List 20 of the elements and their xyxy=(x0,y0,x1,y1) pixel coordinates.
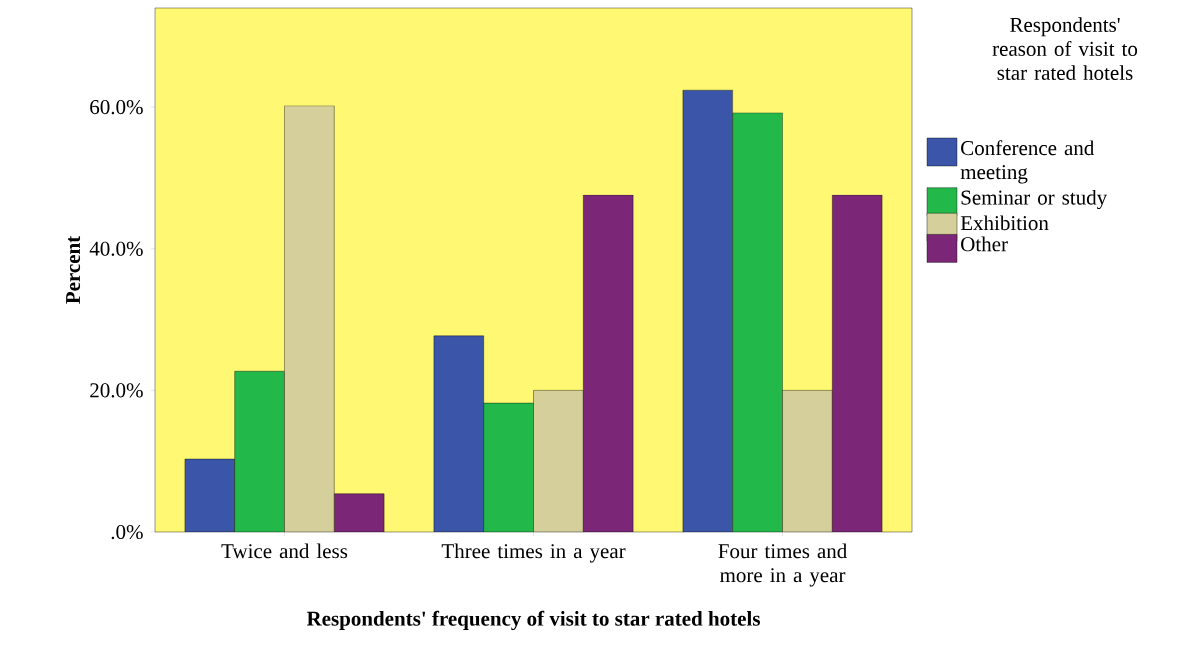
bar xyxy=(682,89,733,532)
legend-label: Seminar or study xyxy=(961,189,1108,210)
x-tick-label: Four times and more in a year xyxy=(718,543,847,587)
x-axis-title: Respondents' frequency of visit to star rated hotels xyxy=(306,610,760,631)
bar xyxy=(184,458,235,532)
y-tick-label: 20.0% xyxy=(90,383,143,398)
bar xyxy=(433,335,484,532)
x-tick-label: Twice and less xyxy=(221,543,348,559)
bar xyxy=(832,194,883,532)
bar xyxy=(334,493,385,532)
y-tick-label: 60.0% xyxy=(90,100,143,115)
bar xyxy=(583,194,634,532)
y-tick-label: 40.0% xyxy=(89,241,143,256)
y-tick-label: .0% xyxy=(111,524,143,540)
legend-title: Respondents' reason of visit to star rated hotels xyxy=(992,17,1138,80)
legend-label: Conference and meeting xyxy=(960,140,1095,184)
legend-label: Other xyxy=(961,236,1008,252)
legend-label: Exhibition xyxy=(960,215,1049,231)
y-axis-title: Percent xyxy=(66,235,81,304)
x-tick-label: Three times in a year xyxy=(441,543,626,563)
